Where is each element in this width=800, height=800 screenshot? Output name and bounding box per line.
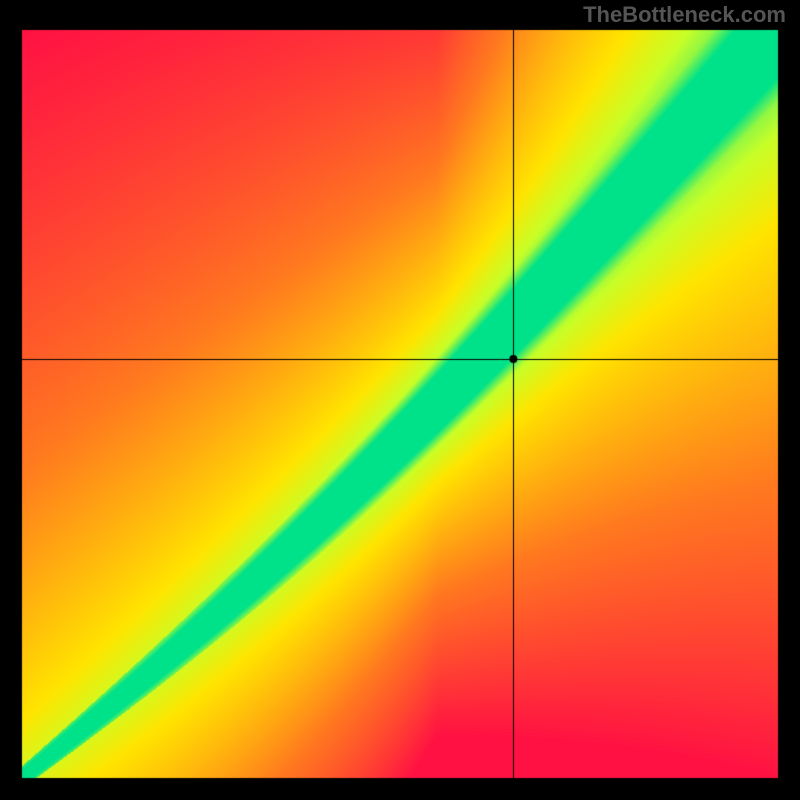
chart-container: TheBottleneck.com — [0, 0, 800, 800]
bottleneck-heatmap — [0, 0, 800, 800]
watermark-text: TheBottleneck.com — [583, 2, 786, 28]
